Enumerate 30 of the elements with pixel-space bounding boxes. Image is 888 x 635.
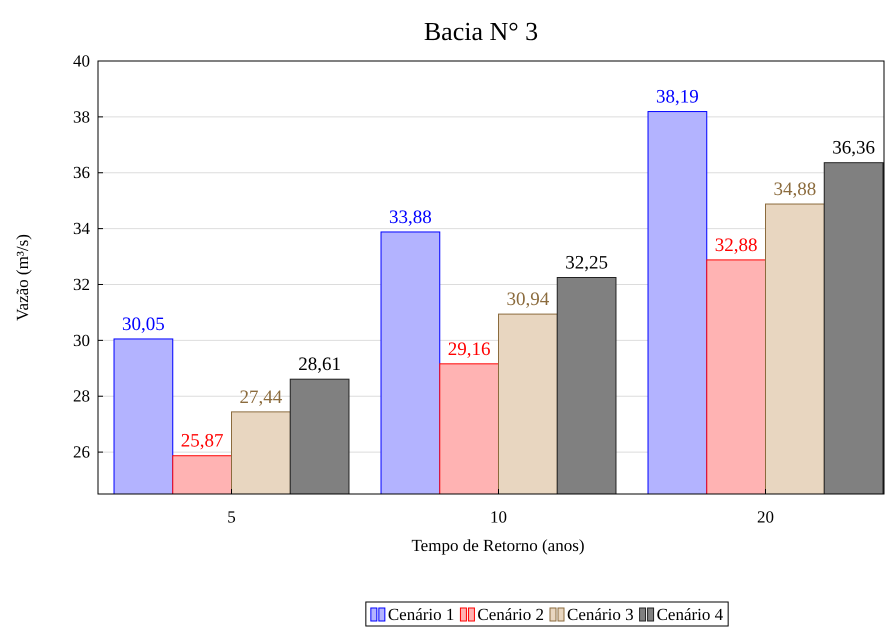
legend-label: Cenário 2 xyxy=(477,605,544,624)
data-label: 30,05 xyxy=(122,314,165,335)
chart-title: Bacia N° 3 xyxy=(424,17,538,46)
y-tick-label: 36 xyxy=(73,163,90,182)
data-label: 32,25 xyxy=(565,252,608,274)
x-tick-label: 5 xyxy=(227,507,236,526)
data-label: 33,88 xyxy=(389,206,432,228)
data-label: 36,36 xyxy=(832,138,875,159)
y-tick-label: 32 xyxy=(73,274,90,294)
y-tick-label: 26 xyxy=(73,442,90,462)
x-axis-title: Tempo de Retorno (anos) xyxy=(411,536,585,555)
legend-label: Cenário 1 xyxy=(388,605,454,624)
data-label: 30,94 xyxy=(506,289,550,310)
y-tick-label: 38 xyxy=(73,107,90,126)
data-label: 25,87 xyxy=(180,430,224,452)
y-tick-label: 30 xyxy=(73,330,90,350)
y-tick-label: 28 xyxy=(73,386,90,406)
data-label: 28,61 xyxy=(298,354,341,376)
data-label: 38,19 xyxy=(656,86,699,108)
data-label: 27,44 xyxy=(239,386,283,408)
legend-label: Cenário 4 xyxy=(656,605,724,624)
y-tick-label: 34 xyxy=(73,219,90,238)
data-label: 29,16 xyxy=(448,338,491,360)
legend-label: Cenário 3 xyxy=(567,605,634,624)
data-label: 32,88 xyxy=(714,234,758,256)
data-label: 34,88 xyxy=(773,179,816,200)
x-tick-label: 20 xyxy=(757,507,774,526)
x-tick-label: 10 xyxy=(490,507,507,526)
y-axis-title: Vazão (m³/s) xyxy=(13,234,32,321)
y-tick-label: 40 xyxy=(73,51,90,70)
